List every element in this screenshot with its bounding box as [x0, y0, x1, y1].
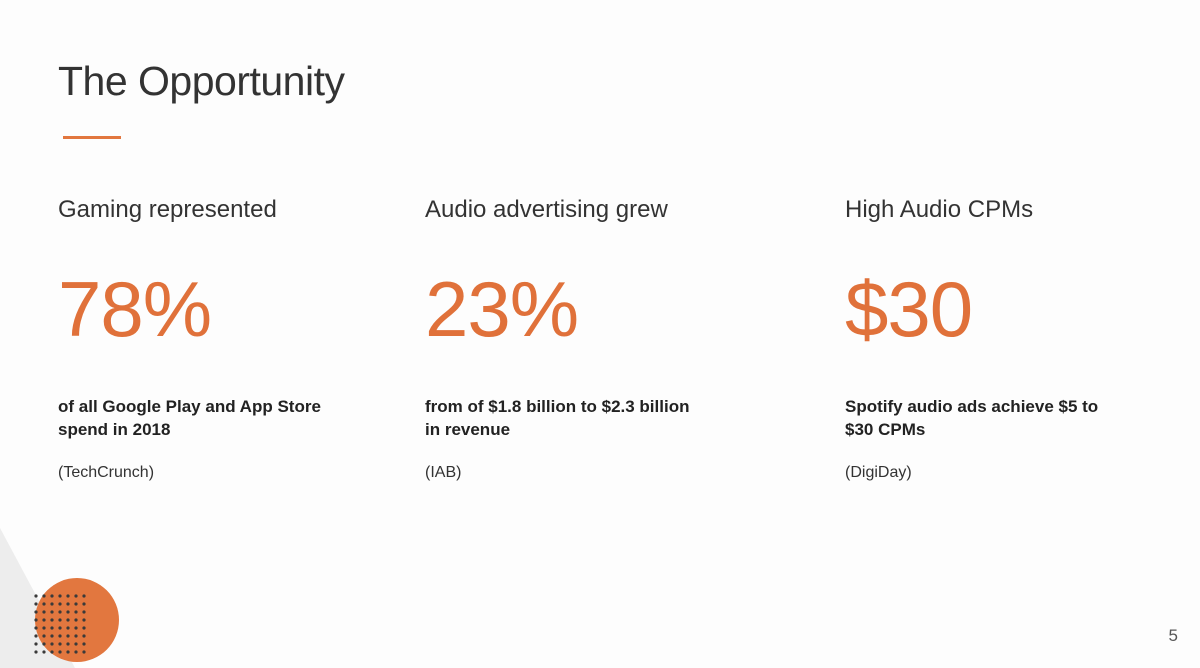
stat-value: 78% [58, 265, 212, 353]
stat-description: from of $1.8 billion to $2.3 billion in … [425, 397, 690, 439]
stat-label: Audio advertising grew [425, 196, 668, 223]
stat-column-audio-advertising: Audio advertising grew 23% from of $1.8 … [425, 193, 725, 483]
stat-value: 23% [425, 265, 579, 353]
title-accent-rule [63, 136, 121, 139]
page-number: 5 [1168, 626, 1178, 645]
dot-grid-pattern [34, 594, 86, 654]
stat-description: of all Google Play and App Store spend i… [58, 397, 321, 439]
stat-column-audio-cpm: High Audio CPMs $30 Spotify audio ads ac… [845, 193, 1145, 483]
stat-source: (DigiDay) [845, 464, 912, 481]
stat-description: Spotify audio ads achieve $5 to $30 CPMs [845, 397, 1099, 439]
stat-source: (IAB) [425, 464, 462, 481]
slide-title: The Opportunity [58, 58, 345, 104]
stat-column-gaming: Gaming represented 78% of all Google Pla… [58, 193, 358, 483]
decorative-shapes [0, 528, 119, 668]
stat-label: Gaming represented [58, 196, 277, 223]
stat-source: (TechCrunch) [58, 464, 155, 481]
stat-label: High Audio CPMs [845, 196, 1034, 223]
stat-value: $30 [845, 265, 973, 353]
